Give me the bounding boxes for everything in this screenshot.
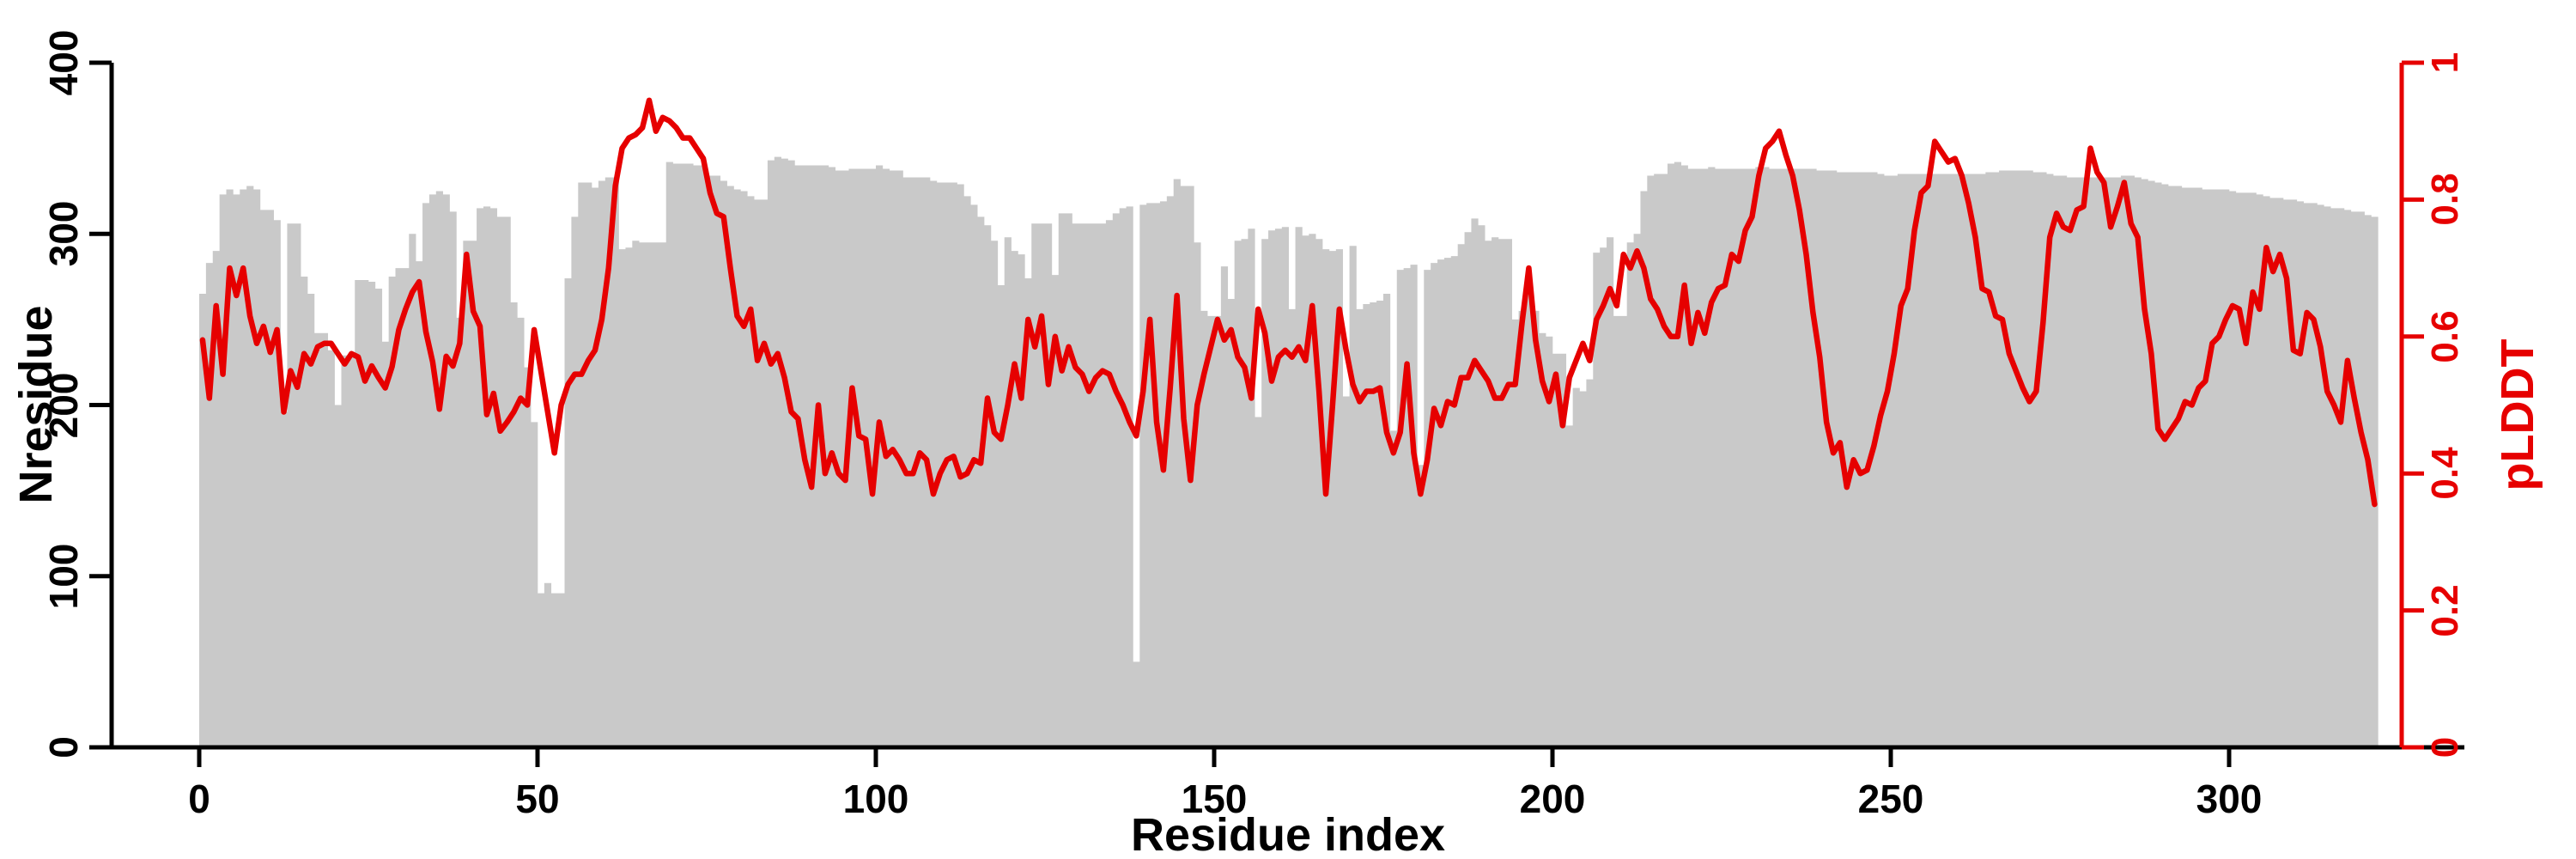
x-axis-tick-label: 50 [515, 777, 560, 821]
left-axis-tick-label: 300 [41, 200, 86, 267]
right-axis-tick-label: 0.4 [2424, 447, 2466, 500]
nresidue-bars [199, 156, 2379, 748]
x-axis-title: Residue index [1130, 809, 1446, 859]
right-axis-tick-label: 0.8 [2424, 173, 2466, 226]
x-axis-tick-label: 250 [1857, 777, 1924, 821]
right-axis-tick-label: 0.2 [2424, 584, 2466, 637]
left-axis-tick-label: 100 [41, 543, 86, 610]
right-axis-tick-label: 0 [2424, 736, 2466, 758]
right-axis-title: pLDDT [2492, 338, 2543, 491]
x-axis-tick-label: 300 [2196, 777, 2263, 821]
right-axis-tick-label: 0.6 [2424, 310, 2466, 363]
left-axis-title: Nresidue [10, 305, 62, 504]
x-axis-tick-label: 0 [188, 777, 210, 821]
right-axis-tick-label: 1 [2424, 52, 2466, 74]
x-axis-tick-label: 150 [1181, 777, 1248, 821]
plddt-line [199, 97, 2378, 508]
left-axis-tick-label: 0 [41, 736, 86, 758]
left-axis-tick-label: 400 [41, 29, 86, 96]
black-axes [89, 60, 2464, 767]
red-right-axis [2399, 60, 2424, 750]
x-axis-tick-label: 200 [1519, 777, 1586, 821]
x-axis-tick-label: 100 [842, 777, 909, 821]
